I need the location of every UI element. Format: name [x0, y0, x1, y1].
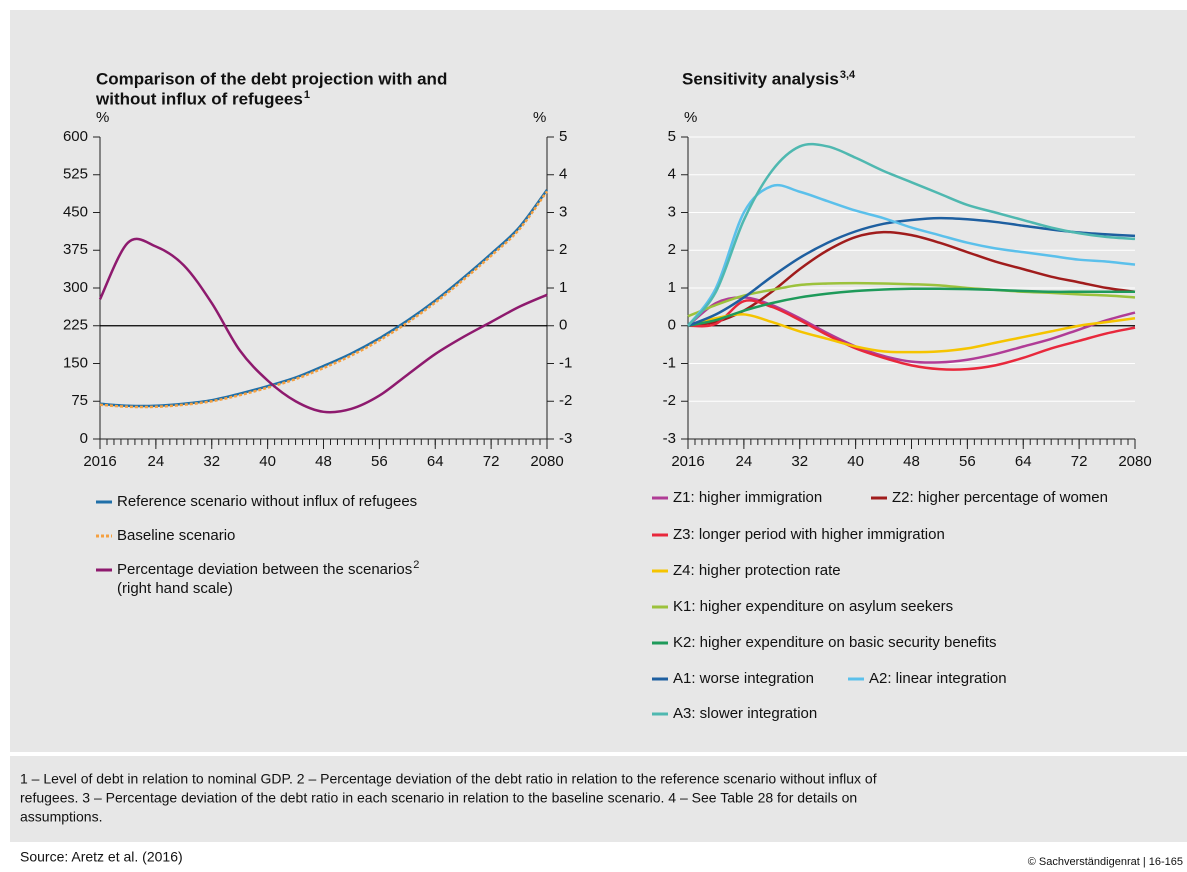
- chart-title: Comparison of the debt projection with a…: [96, 69, 447, 88]
- chart-title: without influx of refugees: [95, 89, 303, 108]
- legend-label: Baseline scenario: [117, 527, 235, 544]
- legend-label: K1: higher expenditure on asylum seekers: [673, 598, 953, 615]
- legend-label: A3: slower integration: [673, 705, 817, 722]
- y-tick-label: 0: [668, 317, 676, 334]
- legend-label: Reference scenario without influx of ref…: [117, 493, 417, 510]
- footnote: refugees. 3 – Percentage deviation of th…: [20, 790, 857, 806]
- series-line: [687, 230, 1136, 327]
- series-line: [687, 313, 1136, 354]
- y-unit: %: [684, 109, 697, 126]
- y-tick-label: 300: [63, 279, 88, 296]
- y-unit: %: [96, 109, 109, 126]
- legend-note: 2: [413, 559, 419, 571]
- series-line: [687, 281, 1136, 318]
- legend-label: Z2: higher percentage of women: [892, 489, 1108, 506]
- legend-label: Z3: longer period with higher immigratio…: [673, 526, 945, 543]
- legend-label: Percentage deviation between the scenari…: [117, 561, 412, 578]
- x-tick-label: 2080: [1118, 453, 1151, 470]
- x-tick-label: 40: [847, 453, 864, 470]
- copyright: © Sachverständigenrat | 16-165: [1028, 856, 1183, 868]
- y2-unit: %: [533, 109, 546, 126]
- y2-tick-label: 5: [559, 128, 567, 145]
- y2-tick-label: -1: [559, 354, 572, 371]
- source: Source: Aretz et al. (2016): [20, 849, 183, 865]
- x-tick-label: 2016: [671, 453, 704, 470]
- y-tick-label: 525: [63, 166, 88, 183]
- x-tick-label: 32: [203, 453, 220, 470]
- y-tick-label: 4: [668, 166, 676, 183]
- x-tick-label: 2080: [530, 453, 563, 470]
- legend-label: Z1: higher immigration: [673, 489, 822, 506]
- x-tick-label: 40: [259, 453, 276, 470]
- y-tick-label: 450: [63, 203, 88, 220]
- y-tick-label: 225: [63, 317, 88, 334]
- x-tick-label: 64: [1015, 453, 1032, 470]
- title-note: 3,4: [840, 69, 856, 81]
- x-tick-label: 24: [148, 453, 165, 470]
- x-tick-label: 72: [483, 453, 500, 470]
- y-tick-label: 375: [63, 241, 88, 258]
- x-tick-label: 32: [791, 453, 808, 470]
- notes-panel: [10, 756, 1187, 842]
- y-tick-label: 1: [668, 279, 676, 296]
- y2-tick-label: 1: [559, 279, 567, 296]
- series-line: [687, 142, 1136, 327]
- x-tick-label: 2016: [83, 453, 116, 470]
- legend-label: A2: linear integration: [869, 670, 1007, 687]
- footnote: 1 – Level of debt in relation to nominal…: [20, 771, 877, 787]
- legend-label: A1: worse integration: [673, 670, 814, 687]
- chart-title: Sensitivity analysis: [682, 69, 839, 88]
- series-line: [687, 287, 1135, 327]
- title-note: 1: [304, 89, 310, 101]
- y2-tick-label: -2: [559, 392, 572, 409]
- y-tick-label: -1: [663, 354, 676, 371]
- series-line: [687, 296, 1136, 364]
- panel: [10, 10, 1187, 752]
- series-line: [98, 237, 548, 414]
- x-tick-label: 48: [903, 453, 920, 470]
- x-tick-label: 64: [427, 453, 444, 470]
- legend-label: Z4: higher protection rate: [673, 562, 841, 579]
- y2-tick-label: 3: [559, 203, 567, 220]
- y-tick-label: 3: [668, 203, 676, 220]
- legend-subtext: (right hand scale): [117, 580, 233, 597]
- footnote: assumptions.: [20, 809, 102, 825]
- y-tick-label: -2: [663, 392, 676, 409]
- y-tick-label: 150: [63, 354, 88, 371]
- x-tick-label: 24: [736, 453, 753, 470]
- legend-label: K2: higher expenditure on basic security…: [673, 634, 997, 651]
- y-tick-label: 2: [668, 241, 676, 258]
- x-tick-label: 56: [959, 453, 976, 470]
- y2-tick-label: 4: [559, 166, 567, 183]
- y2-tick-label: -3: [559, 430, 572, 447]
- x-tick-label: 56: [371, 453, 388, 470]
- y-tick-label: 5: [668, 128, 676, 145]
- y2-tick-label: 0: [559, 317, 567, 334]
- x-tick-label: 48: [315, 453, 332, 470]
- x-tick-label: 72: [1071, 453, 1088, 470]
- y-tick-label: 0: [80, 430, 88, 447]
- series-line: [99, 190, 549, 409]
- y2-tick-label: 2: [559, 241, 567, 258]
- y-tick-label: -3: [663, 430, 676, 447]
- y-tick-label: 75: [71, 392, 88, 409]
- y-tick-label: 600: [63, 128, 88, 145]
